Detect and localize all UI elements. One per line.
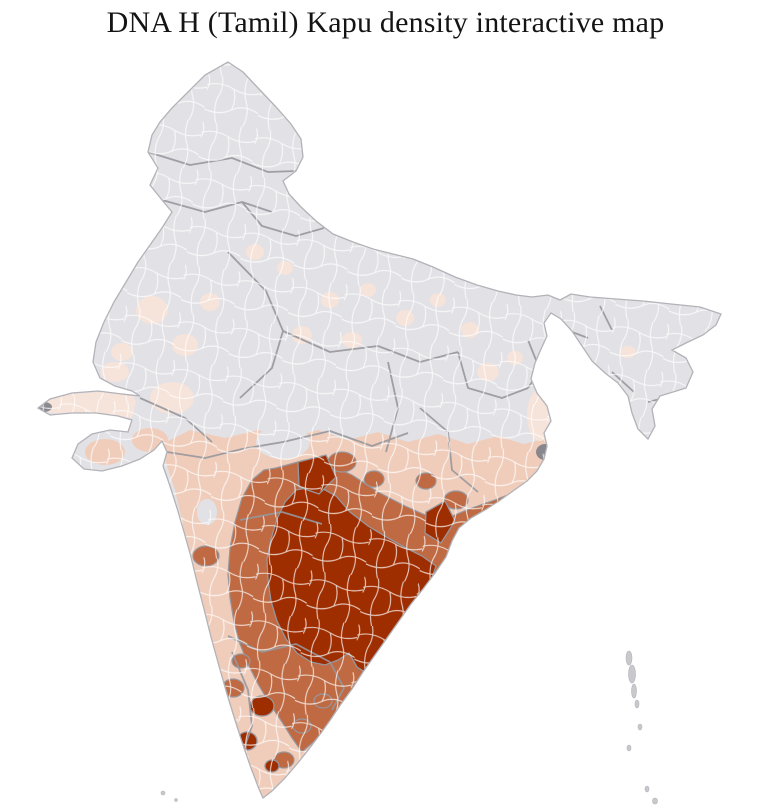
page-title: DNA H (Tamil) Kapu density interactive m…	[106, 6, 665, 39]
island-chain[interactable]	[160, 650, 658, 805]
